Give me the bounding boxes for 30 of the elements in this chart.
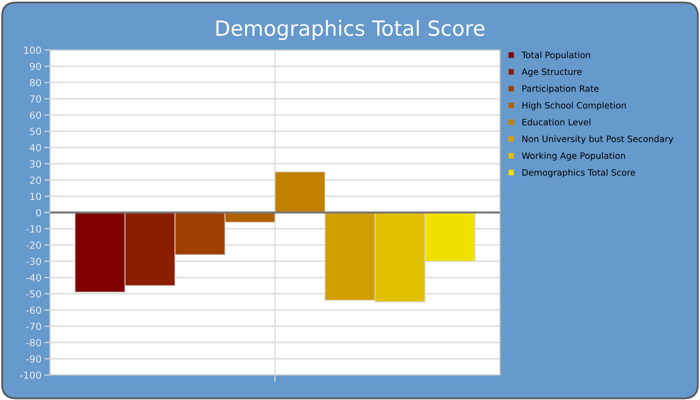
legend-label: Working Age Population — [522, 152, 626, 161]
y-tick-label: 100 — [24, 46, 42, 54]
y-tick-label: 50 — [30, 128, 42, 136]
y-tick-label: 40 — [30, 144, 42, 152]
y-tick-label: -20 — [26, 241, 42, 249]
legend-label: Total Population — [522, 52, 590, 60]
y-tick-label: -90 — [26, 355, 42, 363]
chart-title: Demographics Total Score — [216, 20, 484, 40]
y-tick-label: -60 — [26, 306, 42, 314]
y-tick-label: 0 — [36, 208, 42, 216]
y-tick-label: 30 — [30, 160, 42, 168]
y-tick-label: 70 — [30, 95, 42, 103]
y-tick-label: -70 — [26, 322, 42, 330]
legend-label: Education Level — [522, 118, 590, 126]
y-tick-label: -30 — [26, 258, 42, 266]
y-tick-label: -50 — [26, 290, 42, 298]
y-tick-label: -100 — [20, 371, 42, 379]
y-tick-label: 80 — [30, 78, 42, 86]
y-tick-label: -80 — [26, 338, 42, 346]
y-tick-label: 90 — [30, 62, 42, 70]
y-tick-label: 60 — [30, 111, 42, 119]
legend-label: Non University but Post Secondary — [522, 135, 674, 144]
y-tick-label: -40 — [26, 274, 42, 282]
legend-label: Participation Rate — [522, 85, 599, 94]
legend-label: Demographics Total Score — [522, 168, 636, 178]
y-tick-label: -10 — [26, 225, 42, 233]
legend-label: Age Structure — [522, 68, 582, 77]
legend-label: High School Completion — [522, 102, 626, 110]
y-tick-label: 10 — [30, 192, 42, 200]
y-tick-label: 20 — [30, 176, 42, 184]
